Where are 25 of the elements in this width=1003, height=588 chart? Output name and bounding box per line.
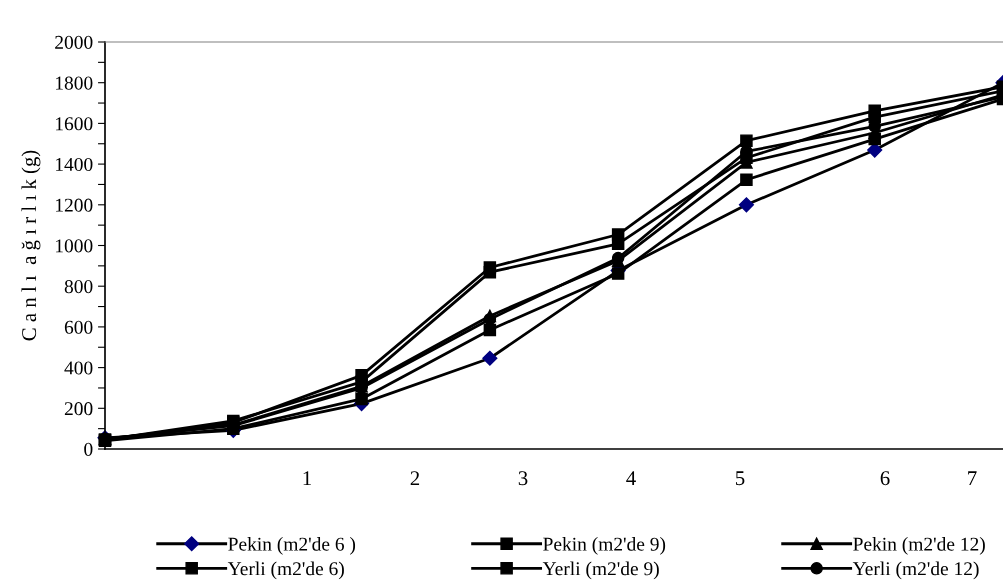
text: 6 <box>880 471 890 486</box>
text: 7 <box>968 471 977 486</box>
legend-label: Yerli (m2'de 6) <box>227 561 344 580</box>
y-tick-label: 400 <box>64 361 93 375</box>
legend-label: Pekin (m2'de 6 ) <box>228 537 356 555</box>
text: 5 <box>736 471 745 486</box>
legend-label: Pekin (m2'de 9) <box>543 537 666 555</box>
y-tick-label: 200 <box>64 402 93 416</box>
y-tick-label: 1000 <box>56 239 93 253</box>
text: 4 <box>626 471 636 486</box>
legend-label: Yerli (m2'de 9) <box>542 561 659 580</box>
text: 1 <box>303 471 311 486</box>
y-tick-label: 1600 <box>56 117 93 131</box>
legend-label: Pekin (m2'de 12) <box>853 537 985 555</box>
y-tick-label: 0 <box>84 442 93 456</box>
y-tick-label: 1800 <box>56 76 93 90</box>
y-tick-label: 600 <box>64 320 93 334</box>
text: 2 <box>410 471 420 486</box>
y-tick-label: 1200 <box>56 198 93 212</box>
y-tick-label: 1400 <box>56 157 93 172</box>
y-tick-label: 800 <box>64 280 93 294</box>
text: 3 <box>518 471 528 486</box>
y-axis-title: C a n l ı a ğ ı r l ı k (g) <box>21 150 41 341</box>
legend-label: Yerli (m2'de 12) <box>852 561 979 580</box>
y-tick-label: 2000 <box>55 35 93 49</box>
